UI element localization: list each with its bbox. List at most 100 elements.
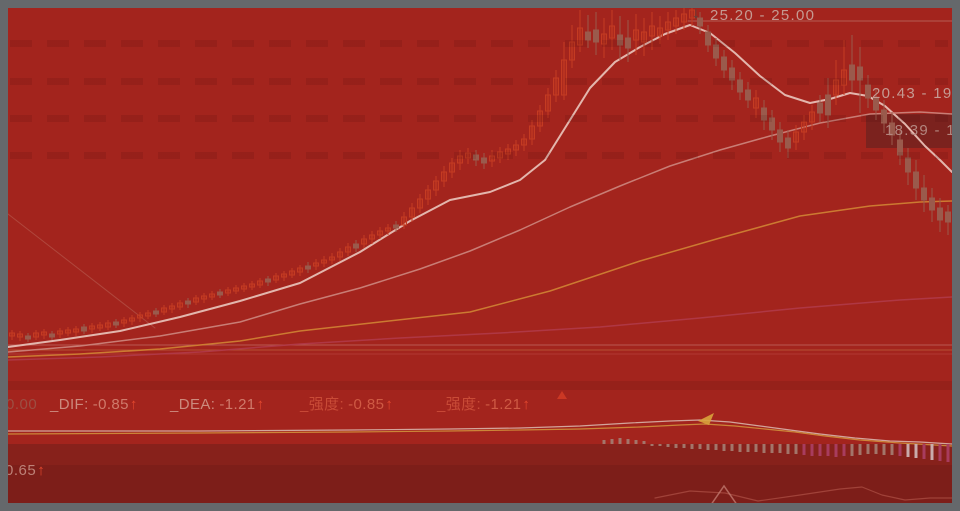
candle-body (433, 180, 439, 191)
candle-body (33, 332, 39, 338)
candle-body (513, 144, 519, 151)
candle-body (17, 333, 23, 338)
macd-histogram-bar (610, 439, 614, 444)
candle-body (921, 187, 927, 201)
ma-fast (8, 24, 952, 348)
candle-body (913, 171, 919, 189)
candle-body (417, 198, 423, 209)
candle-body (569, 41, 575, 61)
candle-body (593, 29, 599, 43)
strength-value: -1.21 (485, 396, 522, 413)
indicator-strength-1: _强度: -0.85↑ (300, 396, 394, 414)
secondary-value-text: 0.65 (8, 462, 37, 479)
candle-body (81, 326, 87, 332)
right-price-label-2: 18.39 - 1 (885, 122, 952, 139)
candle-body (633, 29, 639, 41)
macd-dea (8, 423, 952, 447)
bottom-dark-band (8, 465, 952, 503)
candle-body (545, 94, 551, 112)
candle-body (673, 17, 679, 27)
candle-body (121, 319, 127, 324)
up-arrow-icon: ↑ (385, 396, 394, 413)
candle-body (689, 9, 695, 19)
macd-histogram-bar (906, 444, 910, 457)
faint-background-text-row (10, 40, 948, 47)
candle-body (657, 27, 663, 37)
faint-background-text-row (10, 152, 948, 159)
candle-body (297, 267, 303, 273)
macd-histogram-bar (754, 444, 758, 452)
candle-body (425, 189, 431, 200)
candle-body (881, 109, 887, 124)
macd-histogram-bar (930, 444, 934, 460)
candle-body (849, 64, 855, 81)
histogram-band (8, 444, 952, 465)
candle-body (145, 312, 151, 317)
macd-histogram-bar (706, 444, 710, 450)
candle-body (441, 171, 447, 182)
candle-body (473, 154, 479, 161)
candle-body (249, 283, 255, 288)
macd-histogram-bar (602, 440, 606, 444)
candle-body (737, 79, 743, 93)
candle-body (73, 328, 79, 333)
macd-histogram-bar (794, 444, 798, 454)
macd-histogram-bar (762, 444, 766, 453)
macd-histogram-bar (898, 444, 902, 456)
macd-histogram-bar (626, 439, 630, 444)
chart-canvas[interactable]: ↓ 25.20 - 25.00 20.43 - 19 18.39 - 1 0.0… (8, 8, 952, 503)
macd-histogram-bar (914, 444, 918, 458)
candle-body (609, 25, 615, 39)
candle-body (193, 297, 199, 303)
candle-body (553, 77, 559, 96)
peak-down-arrow-icon: ↓ (692, 8, 700, 22)
candle-body (937, 207, 943, 221)
candle-body (65, 329, 71, 334)
macd-histogram-bar (850, 444, 854, 456)
kline-chart (8, 8, 952, 503)
candle-body (321, 259, 327, 264)
candle-body (169, 305, 175, 310)
candle-body (185, 300, 191, 305)
macd-histogram-bar (874, 444, 878, 454)
macd-histogram-bar (922, 444, 926, 459)
candle-body (361, 238, 367, 245)
macd-histogram-bar (882, 444, 886, 455)
candle-body (385, 227, 391, 232)
macd-histogram-bar (674, 444, 678, 448)
candle-body (25, 335, 31, 340)
macd-histogram-bar (722, 444, 726, 451)
macd-histogram-bar (690, 444, 694, 449)
indicator-strength-2: _强度: -1.21↑ (437, 396, 530, 414)
candle-body (345, 246, 351, 253)
candle-body (769, 117, 775, 131)
candle-body (49, 333, 55, 338)
macd-histogram-bar (890, 444, 894, 455)
right-label-backdrop (866, 114, 952, 148)
candle-body (833, 79, 839, 96)
faint-background-text-row (10, 78, 948, 85)
candle-body (793, 131, 799, 143)
dif-value: -0.85 (92, 396, 129, 413)
candle-body (153, 310, 159, 315)
candle-body (369, 234, 375, 240)
candle-body (529, 125, 535, 140)
candle-body (889, 122, 895, 136)
candle-body (825, 94, 831, 116)
up-arrow-icon: ↑ (256, 396, 265, 413)
candle-body (497, 151, 503, 159)
trendline (8, 213, 156, 329)
indicator-dif: _DIF: -0.85↑ (50, 396, 138, 414)
candle-body (641, 31, 647, 43)
candle-body (649, 25, 655, 37)
candle-body (281, 273, 287, 278)
macd-histogram-bar (682, 444, 686, 448)
candle-body (129, 317, 135, 322)
ma-slowest (8, 296, 952, 361)
macd-histogram-bar (842, 444, 846, 456)
candle-body (313, 262, 319, 267)
candle-body (457, 155, 463, 164)
candle-body (721, 56, 727, 71)
macd-histogram-bar (858, 444, 862, 455)
candle-body (481, 157, 487, 164)
